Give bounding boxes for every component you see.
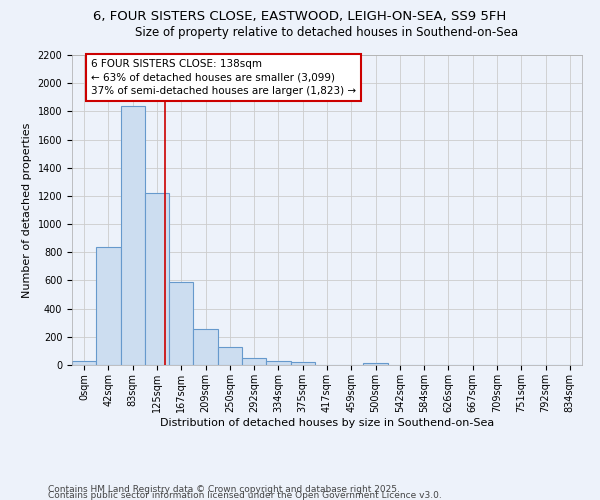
- Bar: [242, 358, 266, 365]
- Bar: [169, 282, 193, 365]
- Bar: [145, 193, 169, 365]
- Bar: [364, 364, 388, 365]
- Bar: [218, 346, 242, 365]
- Text: Contains public sector information licensed under the Open Government Licence v3: Contains public sector information licen…: [48, 490, 442, 500]
- Y-axis label: Number of detached properties: Number of detached properties: [22, 122, 32, 298]
- Bar: [121, 106, 145, 365]
- Title: Size of property relative to detached houses in Southend-on-Sea: Size of property relative to detached ho…: [136, 26, 518, 38]
- Bar: [266, 361, 290, 365]
- X-axis label: Distribution of detached houses by size in Southend-on-Sea: Distribution of detached houses by size …: [160, 418, 494, 428]
- Bar: [72, 362, 96, 365]
- Bar: [193, 329, 218, 365]
- Text: 6 FOUR SISTERS CLOSE: 138sqm
← 63% of detached houses are smaller (3,099)
37% of: 6 FOUR SISTERS CLOSE: 138sqm ← 63% of de…: [91, 59, 356, 96]
- Bar: [96, 246, 121, 365]
- Bar: [290, 362, 315, 365]
- Text: 6, FOUR SISTERS CLOSE, EASTWOOD, LEIGH-ON-SEA, SS9 5FH: 6, FOUR SISTERS CLOSE, EASTWOOD, LEIGH-O…: [94, 10, 506, 23]
- Text: Contains HM Land Registry data © Crown copyright and database right 2025.: Contains HM Land Registry data © Crown c…: [48, 485, 400, 494]
